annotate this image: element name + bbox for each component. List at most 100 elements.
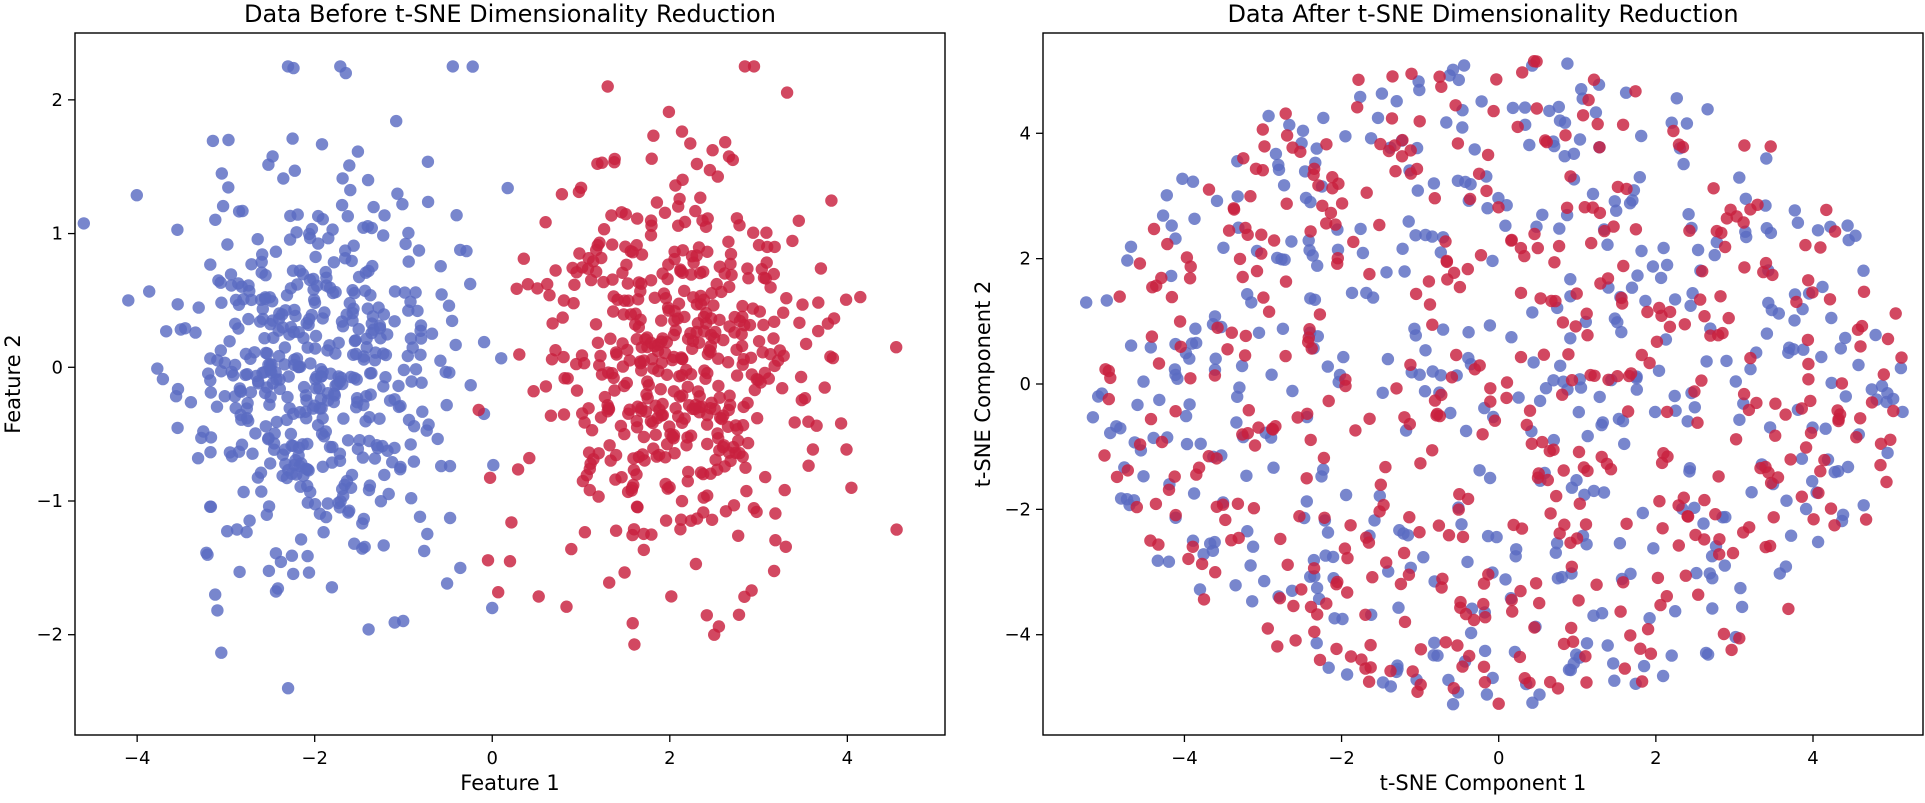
scatter-point-class-0 — [352, 270, 366, 284]
scatter-point-class-1 — [1169, 405, 1182, 418]
scatter-point-class-1 — [1320, 138, 1333, 151]
scatter-point-class-1 — [1130, 500, 1144, 514]
scatter-point-class-0 — [1608, 195, 1622, 208]
scatter-point-class-1 — [1672, 138, 1686, 151]
scatter-point-class-0 — [1589, 106, 1603, 119]
scatter-point-class-0 — [1339, 488, 1353, 502]
scatter-point-class-1 — [690, 157, 704, 171]
scatter-point-class-0 — [1300, 495, 1314, 508]
scatter-point-class-1 — [667, 350, 680, 364]
scatter-point-class-1 — [739, 461, 752, 474]
scatter-point-class-1 — [1304, 225, 1317, 238]
scatter-point-class-0 — [1240, 469, 1253, 482]
scatter-point-class-1 — [597, 223, 611, 236]
scatter-point-class-1 — [544, 409, 558, 422]
scatter-point-class-0 — [1839, 390, 1853, 403]
scatter-point-class-0 — [1461, 555, 1474, 569]
scatter-point-class-1 — [722, 403, 735, 417]
scatter-point-class-1 — [767, 332, 780, 345]
scatter-point-class-1 — [730, 369, 744, 382]
scatter-point-class-1 — [1225, 326, 1239, 339]
scatter-point-class-1 — [1584, 368, 1597, 382]
scatter-point-class-1 — [1823, 293, 1837, 306]
scatter-point-class-1 — [1818, 453, 1831, 467]
scatter-point-class-0 — [377, 229, 390, 242]
scatter-point-class-1 — [738, 60, 752, 73]
scatter-point-class-0 — [1619, 86, 1633, 99]
scatter-point-class-0 — [1691, 243, 1705, 257]
scatter-point-class-0 — [171, 223, 184, 236]
scatter-point-class-1 — [1428, 192, 1442, 205]
scatter-point-class-0 — [278, 358, 291, 371]
scatter-point-class-0 — [1080, 296, 1093, 309]
scatter-point-class-0 — [301, 341, 314, 354]
scatter-point-class-1 — [615, 206, 628, 219]
scatter-point-class-1 — [1394, 577, 1408, 591]
scatter-point-class-1 — [1474, 249, 1488, 262]
scatter-point-class-0 — [1788, 204, 1802, 217]
scatter-point-class-1 — [659, 477, 672, 491]
scatter-point-class-1 — [1481, 148, 1495, 162]
scatter-point-class-0 — [346, 314, 359, 327]
scatter-point-class-1 — [713, 391, 726, 404]
scatter-point-class-0 — [1623, 197, 1637, 210]
scatter-point-class-0 — [171, 382, 185, 396]
scatter-point-class-1 — [483, 471, 497, 484]
scatter-point-class-1 — [1663, 305, 1677, 319]
scatter-point-class-1 — [1835, 377, 1849, 390]
scatter-point-class-1 — [706, 144, 719, 157]
scatter-point-class-0 — [336, 172, 349, 185]
scatter-point-class-1 — [531, 282, 544, 295]
scatter-point-class-1 — [678, 284, 691, 298]
scatter-point-class-0 — [443, 511, 457, 525]
scatter-point-class-1 — [492, 586, 505, 599]
scatter-point-class-1 — [1771, 471, 1785, 484]
scatter-point-class-0 — [1459, 424, 1473, 438]
scatter-point-class-0 — [1733, 171, 1746, 184]
scatter-point-class-0 — [1683, 465, 1696, 478]
scatter-point-class-0 — [1572, 405, 1586, 419]
scatter-point-class-0 — [1452, 73, 1466, 87]
scatter-point-class-1 — [1311, 608, 1324, 621]
scatter-point-class-1 — [1769, 397, 1782, 410]
scatter-point-class-1 — [1889, 307, 1902, 320]
scatter-point-class-0 — [240, 525, 253, 539]
scatter-point-class-1 — [635, 248, 649, 261]
scatter-point-class-1 — [1414, 678, 1427, 691]
scatter-point-class-1 — [747, 226, 760, 239]
scatter-point-class-1 — [1304, 433, 1317, 447]
scatter-point-class-0 — [368, 452, 382, 465]
scatter-point-class-1 — [713, 444, 726, 457]
scatter-point-class-1 — [1341, 551, 1354, 565]
scatter-point-class-0 — [1204, 537, 1217, 550]
scatter-point-class-0 — [270, 415, 283, 429]
scatter-point-class-0 — [1668, 389, 1681, 403]
scatter-point-class-1 — [637, 543, 650, 557]
scatter-point-class-1 — [1895, 351, 1908, 364]
scatter-point-class-0 — [1720, 354, 1733, 368]
scatter-point-class-1 — [1239, 329, 1253, 343]
scatter-point-class-0 — [435, 288, 448, 301]
scatter-point-class-1 — [1155, 435, 1169, 449]
scatter-point-class-0 — [1440, 116, 1453, 129]
scatter-point-class-1 — [1440, 255, 1454, 269]
scatter-point-class-1 — [589, 318, 603, 331]
scatter-point-class-1 — [1802, 274, 1815, 287]
scatter-point-class-1 — [1456, 530, 1470, 544]
scatter-point-class-0 — [404, 438, 417, 451]
scatter-point-class-1 — [591, 239, 604, 252]
scatter-point-class-1 — [523, 451, 536, 465]
scatter-point-class-0 — [477, 335, 491, 349]
scatter-point-class-1 — [689, 557, 703, 571]
scatter-point-class-0 — [287, 407, 300, 420]
scatter-point-class-1 — [1726, 546, 1740, 560]
scatter-point-class-1 — [1280, 129, 1294, 142]
scatter-point-class-1 — [740, 484, 753, 498]
scatter-point-class-0 — [1153, 393, 1166, 407]
scatter-point-class-1 — [697, 491, 710, 504]
scatter-point-class-0 — [1188, 212, 1201, 225]
scatter-point-class-0 — [422, 418, 435, 431]
scatter-point-class-1 — [1714, 290, 1727, 303]
scatter-point-class-0 — [235, 280, 248, 293]
scatter-point-class-0 — [1356, 246, 1370, 260]
